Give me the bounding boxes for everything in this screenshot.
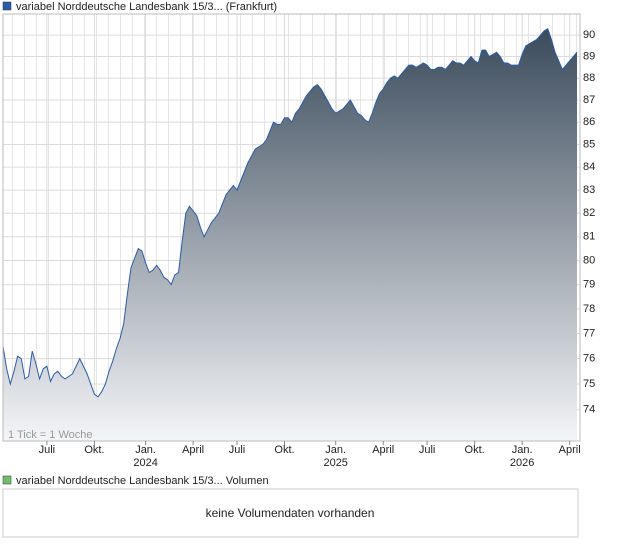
- y-tick-label: 88: [583, 72, 595, 84]
- y-tick-label: 87: [583, 94, 595, 106]
- y-tick-label: 80: [583, 254, 595, 266]
- x-tick-label: Juli: [419, 444, 436, 456]
- y-tick-label: 79: [583, 279, 595, 291]
- x-tick-label: Juli: [39, 444, 56, 456]
- x-tick-label: Okt.: [84, 444, 104, 456]
- legend-swatch: [2, 475, 12, 485]
- volume-panel: [2, 488, 579, 538]
- y-tick-label: 90: [583, 29, 595, 41]
- volume-message: keine Volumendaten vorhanden: [206, 506, 375, 520]
- x-tick-label: Jan.: [512, 444, 533, 456]
- legend-label: variabel Norddeutsche Landesbank 15/3...…: [16, 1, 277, 13]
- y-tick-label: 77: [583, 328, 595, 340]
- x-tick-label: Okt.: [274, 444, 294, 456]
- y-tick-label: 86: [583, 116, 595, 128]
- volume-legend-label: variabel Norddeutsche Landesbank 15/3...…: [16, 475, 269, 487]
- x-tick-label: Jan.: [135, 444, 156, 456]
- x-year-label: 2025: [323, 457, 347, 469]
- x-year-label: 2026: [510, 457, 534, 469]
- y-tick-label: 74: [583, 404, 595, 416]
- y-tick-label: 81: [583, 231, 595, 243]
- y-tick-label: 85: [583, 138, 595, 150]
- area-fill: [3, 28, 577, 442]
- x-tick-label: Jan.: [325, 444, 346, 456]
- price-line: [2, 28, 578, 398]
- tick-note: 1 Tick = 1 Woche: [8, 429, 92, 441]
- y-tick-label: 83: [583, 184, 595, 196]
- y-tick-label: 82: [583, 207, 595, 219]
- x-tick-label: April: [182, 444, 204, 456]
- x-tick-label: Okt.: [465, 444, 485, 456]
- legend-swatch: [2, 1, 12, 11]
- plot-frame: [2, 13, 581, 442]
- y-tick-label: 78: [583, 303, 595, 315]
- x-tick-label: Juli: [229, 444, 246, 456]
- y-tick-label: 84: [583, 161, 595, 173]
- y-tick-label: 75: [583, 378, 595, 390]
- x-tick-label: April: [559, 444, 581, 456]
- y-tick-label: 89: [583, 50, 595, 62]
- y-tick-label: 76: [583, 353, 595, 365]
- x-year-label: 2024: [133, 457, 157, 469]
- x-tick-label: April: [372, 444, 394, 456]
